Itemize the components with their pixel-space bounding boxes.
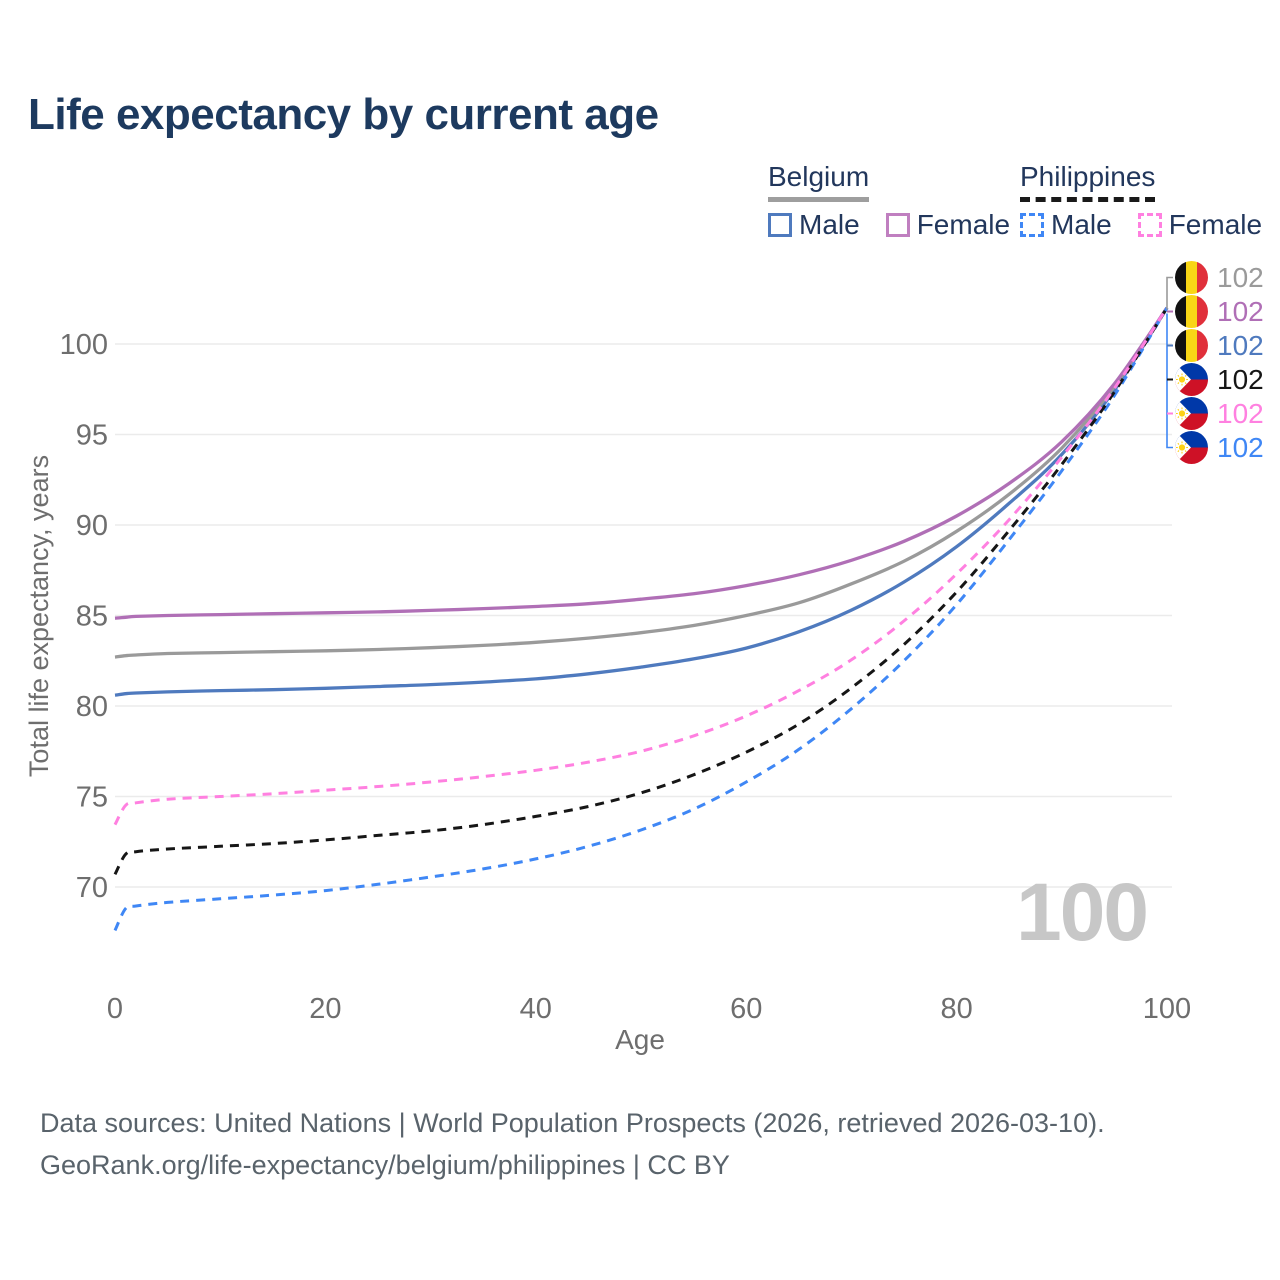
belgium-female-swatch-icon[interactable] [885, 213, 910, 237]
belgium-flag-icon [1175, 295, 1208, 328]
x-tick-label: 80 [940, 993, 972, 1025]
end-label-value: 102 [1217, 363, 1264, 395]
y-tick-label: 95 [76, 420, 108, 452]
page-title: Life expectancy by current age [28, 90, 659, 139]
legend-group-philippines: Philippines Male Female [1020, 161, 1262, 241]
series-line-philippines [113, 307, 1169, 876]
y-tick-label: 75 [76, 782, 108, 814]
end-label-philippines: 102 [1175, 363, 1264, 397]
belgium-flag-icon [1175, 329, 1208, 362]
series-line-philippines-male [113, 307, 1169, 932]
end-label-value: 102 [1217, 261, 1264, 293]
end-label-belgium-female: 102 [1175, 295, 1264, 329]
legend-item-philippines-female[interactable]: Female [1137, 209, 1263, 241]
y-tick-label: 100 [60, 329, 108, 361]
leader-line [1166, 313, 1173, 449]
legend-item-belgium-female[interactable]: Female [885, 209, 1011, 241]
philippines-flag-icon [1175, 363, 1208, 396]
philippines-flag-icon [1175, 431, 1208, 464]
philippines-flag-icon [1175, 397, 1208, 430]
footer-data-sources: Data sources: United Nations | World Pop… [40, 1108, 1105, 1138]
belgium-male-swatch-icon[interactable] [768, 213, 792, 237]
x-tick-label: 60 [730, 993, 762, 1025]
legend-item-label: Male [1051, 209, 1112, 240]
end-label-value: 102 [1217, 397, 1264, 429]
x-axis-title: Age [615, 1024, 665, 1055]
y-tick-label: 90 [76, 510, 108, 542]
legend-country-belgium[interactable]: Belgium [768, 161, 870, 202]
series-line-belgium-female [114, 306, 1169, 620]
legend-country-philippines[interactable]: Philippines [1020, 161, 1156, 202]
series-line-belgium [114, 306, 1169, 659]
belgium-flag-icon [1175, 261, 1208, 294]
series-line-belgium-male [114, 306, 1169, 697]
philippines-female-swatch-icon[interactable] [1137, 213, 1162, 237]
end-label-philippines-female: 102 [1175, 397, 1264, 431]
legend-item-label: Female [916, 209, 1011, 240]
x-tick-label: 0 [107, 993, 123, 1025]
end-label-value: 102 [1217, 329, 1264, 361]
end-label-value: 102 [1217, 431, 1264, 463]
legend-item-belgium-male[interactable]: Male [768, 209, 860, 241]
y-tick-label: 85 [76, 601, 108, 633]
age-counter-watermark: 100 [1016, 867, 1149, 958]
philippines-male-swatch-icon[interactable] [1020, 213, 1044, 237]
x-tick-label: 100 [1143, 993, 1191, 1025]
x-tick-label: 20 [309, 993, 341, 1025]
x-tick-label: 40 [520, 993, 552, 1025]
y-tick-label: 70 [76, 872, 108, 904]
leader-line [1166, 276, 1173, 310]
footer-attribution-url: GeoRank.org/life-expectancy/belgium/phil… [40, 1150, 730, 1180]
y-axis-title: Total life expectancy, years [24, 455, 54, 777]
end-label-belgium-male: 102 [1175, 329, 1264, 363]
legend-group-belgium: Belgium Male Female [768, 161, 1010, 241]
end-label-philippines-male: 102 [1175, 431, 1264, 465]
legend-item-philippines-male[interactable]: Male [1020, 209, 1112, 241]
end-label-value: 102 [1217, 295, 1264, 327]
y-tick-label: 80 [76, 691, 108, 723]
end-label-belgium: 102 [1175, 261, 1264, 295]
legend-item-label: Female [1168, 209, 1263, 240]
series-line-philippines-female [113, 306, 1169, 826]
legend-item-label: Male [799, 209, 860, 240]
